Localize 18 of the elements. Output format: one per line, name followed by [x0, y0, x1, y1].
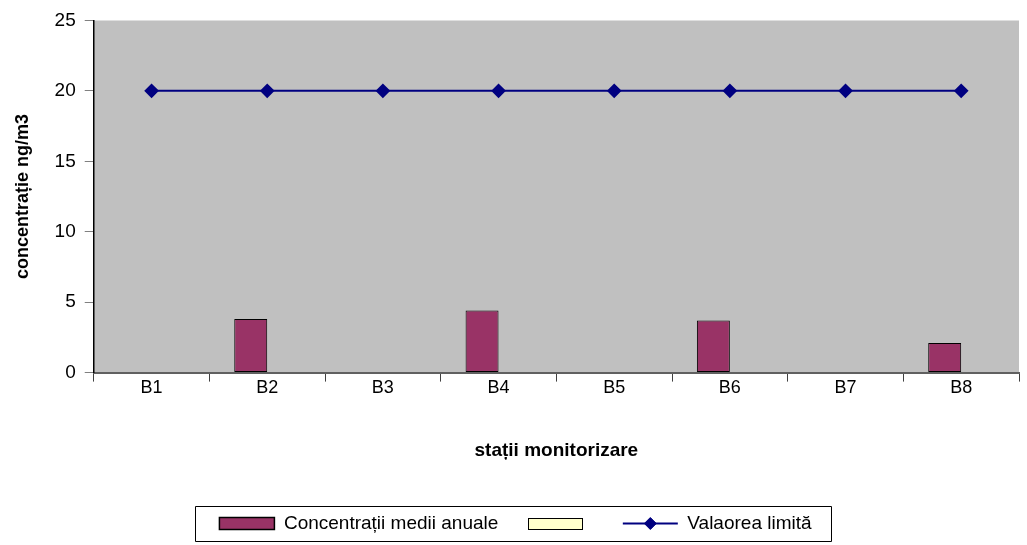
x-tick-label: B6	[718, 377, 741, 398]
x-axis-title: stații monitorizare	[474, 438, 639, 460]
x-tick-label: B1	[140, 377, 163, 398]
x-tick-label: B8	[950, 377, 973, 398]
legend-label: Concentrații medii anuale	[283, 511, 499, 533]
y-axis-title: concentrație ng/m3	[11, 113, 32, 280]
y-tick-label: 25	[54, 8, 76, 30]
x-tick-label: B5	[603, 377, 626, 398]
legend-label: Valaorea limită	[687, 511, 813, 533]
y-tick-label: 20	[54, 79, 76, 101]
y-tick-label: 15	[54, 149, 76, 171]
y-tick-label: 10	[54, 219, 76, 241]
y-tick-label: 5	[65, 290, 76, 312]
x-tick-label: B2	[256, 377, 279, 398]
x-tick-label: B7	[834, 377, 857, 398]
x-tick-label: B3	[371, 377, 394, 398]
y-tick-label: 0	[65, 360, 76, 382]
x-tick-label: B4	[487, 377, 510, 398]
